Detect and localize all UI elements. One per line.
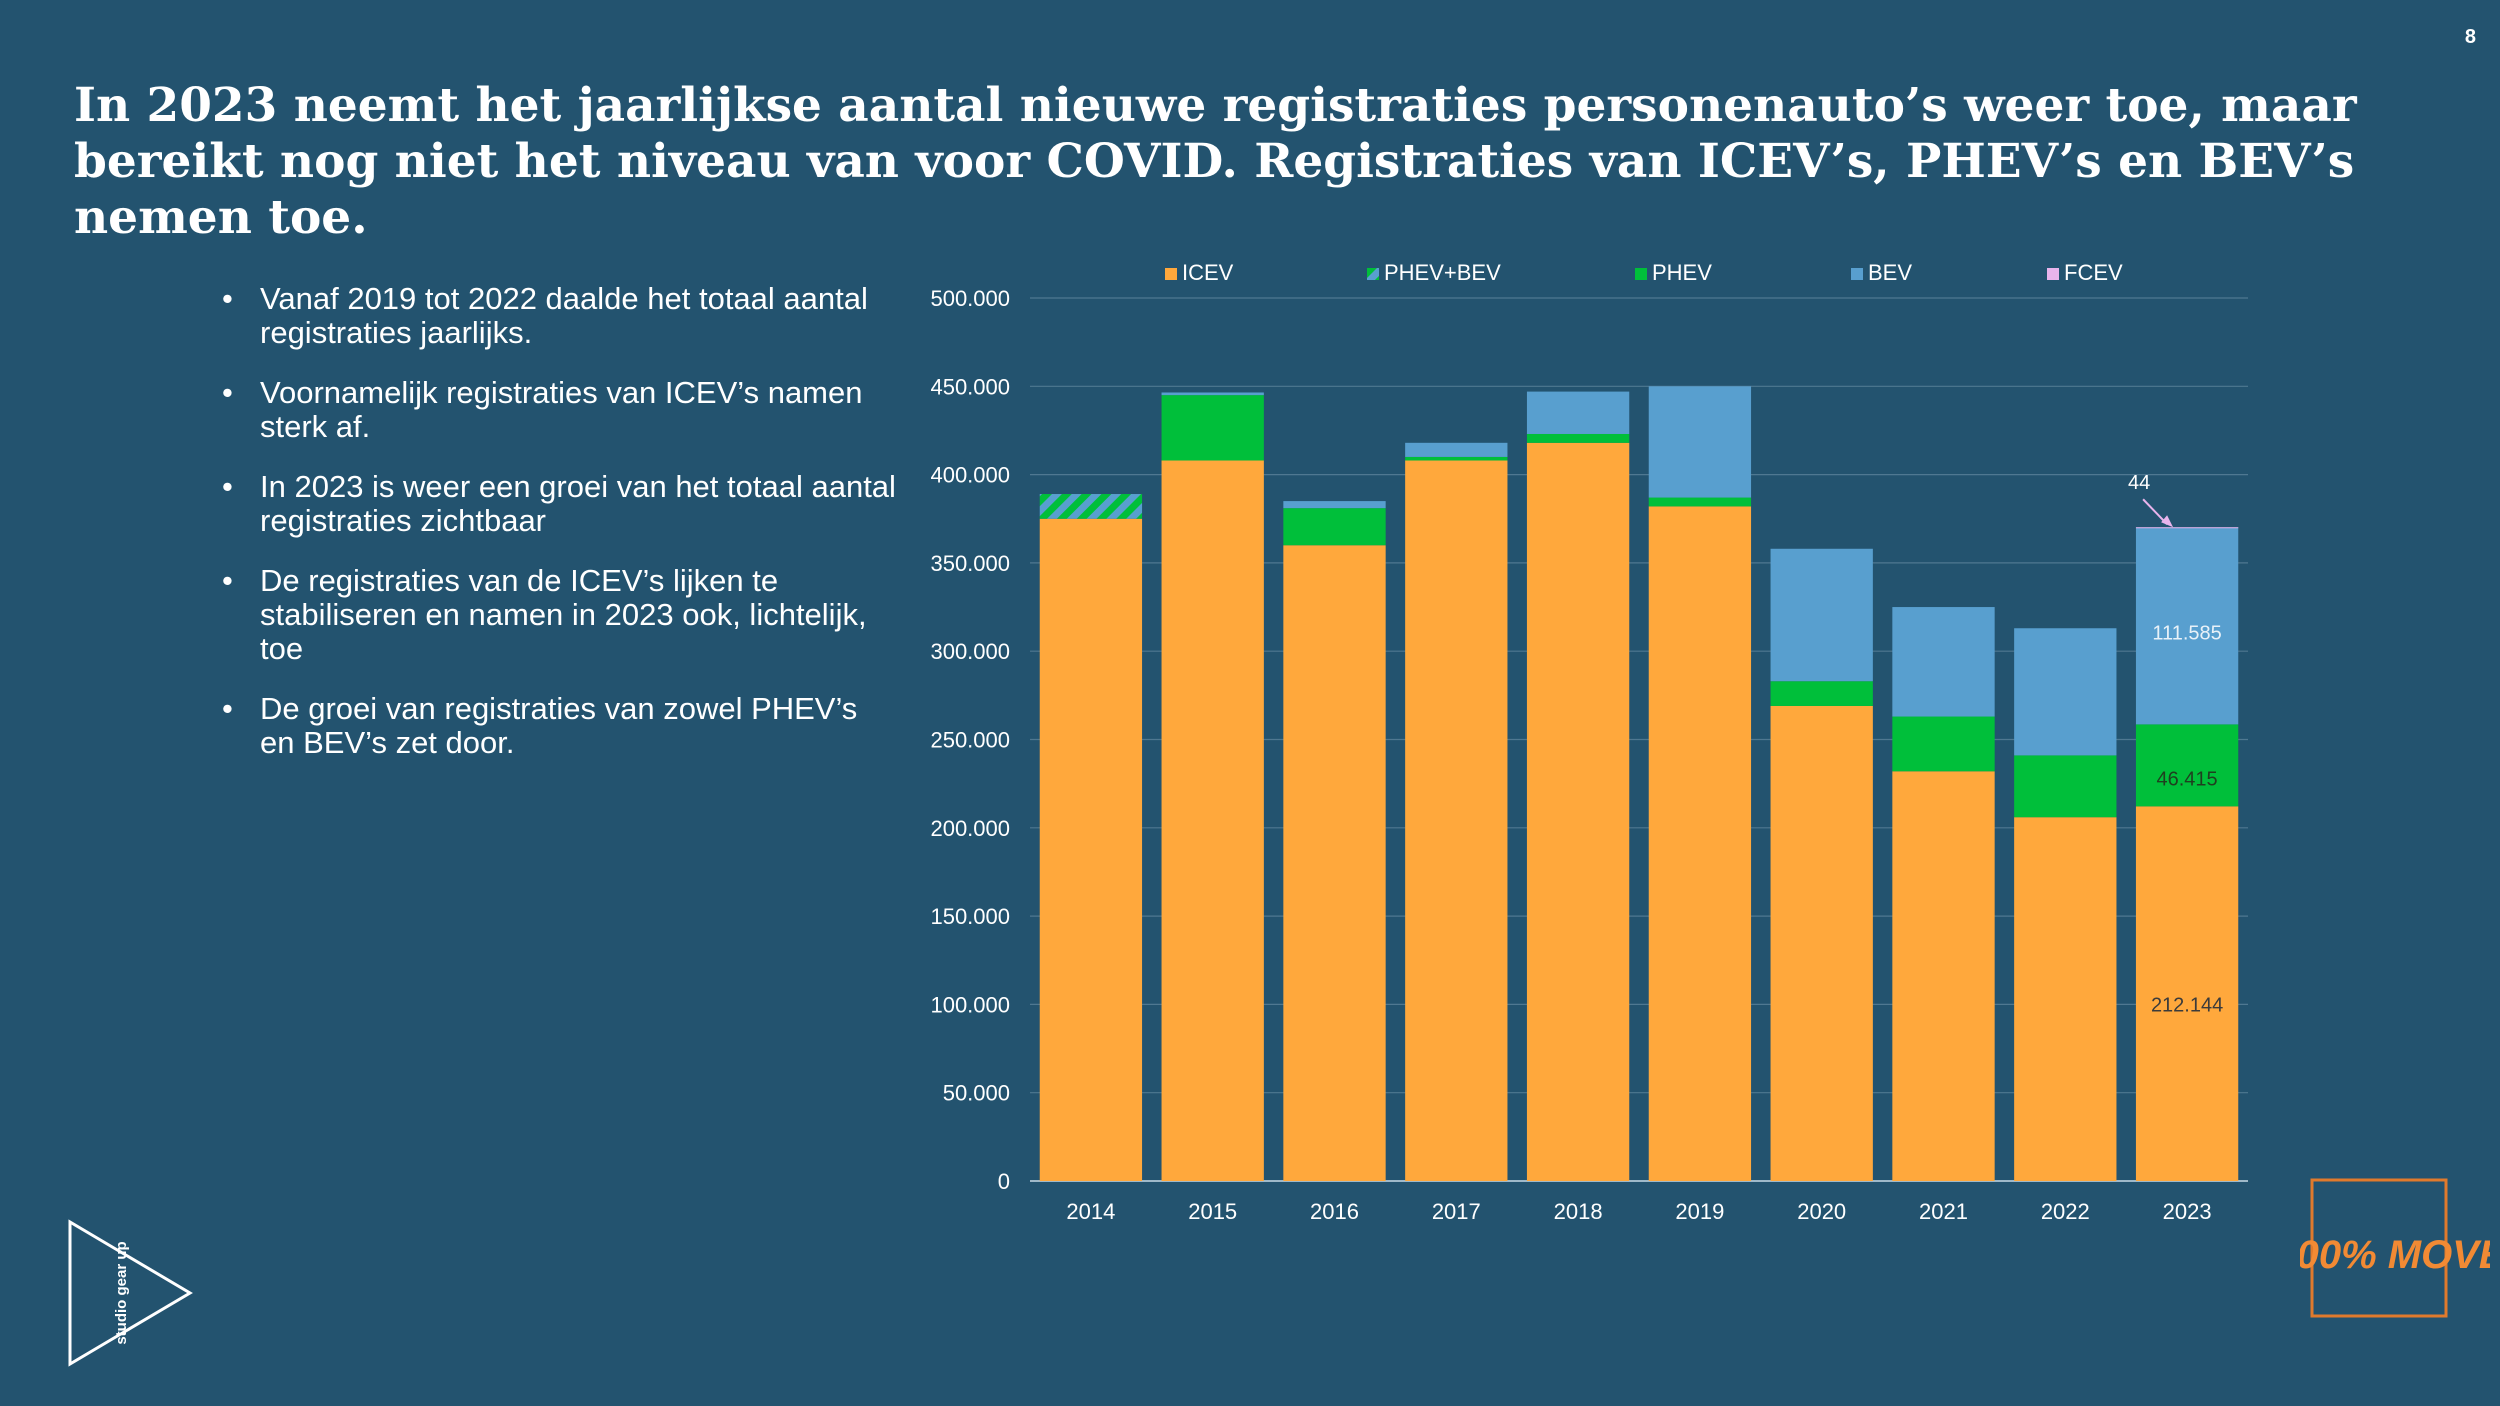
bar-phev-2016: [1283, 508, 1386, 546]
bar-icev-2016: [1283, 545, 1386, 1181]
slide-title: In 2023 neemt het jaarlijkse aantal nieu…: [74, 78, 2357, 245]
bullet-list: Vanaf 2019 tot 2022 daalde het totaal aa…: [200, 282, 900, 786]
y-tick-label: 350.000: [930, 551, 1010, 576]
y-tick-label: 300.000: [930, 639, 1010, 664]
bar-icev-2021: [1892, 771, 1995, 1181]
legend-label: BEV: [1868, 260, 1912, 285]
legend-swatch-fcev: [2047, 268, 2059, 280]
legend-label: PHEV: [1652, 260, 1712, 285]
bar-phev-2021: [1892, 716, 1995, 772]
data-label: 212.144: [2151, 994, 2223, 1016]
bar-icev-2023: [2135, 806, 2239, 1181]
x-tick-label: 2017: [1432, 1199, 1481, 1224]
bullet-item: De registraties van de ICEV’s lijken te …: [200, 564, 900, 666]
studio-gear-up-logo-text: studio gear up: [113, 1241, 130, 1344]
y-tick-label: 400.000: [930, 463, 1010, 488]
page-number: 8: [2464, 26, 2476, 48]
bar-icev-2022: [2014, 817, 2117, 1181]
100-move-logo-text: 100% MOVE: [2300, 1233, 2490, 1277]
y-tick-label: 450.000: [930, 374, 1010, 399]
x-tick-label: 2014: [1066, 1199, 1115, 1224]
y-tick-label: 0: [998, 1169, 1010, 1194]
bar-bev-2016: [1283, 501, 1386, 509]
bullet-item: Voornamelijk registraties van ICEV’s nam…: [200, 376, 900, 444]
x-tick-label: 2022: [2041, 1199, 2090, 1224]
y-tick-label: 500.000: [930, 286, 1010, 311]
bar-bev-2021: [1892, 607, 1995, 717]
bullet-item: In 2023 is weer een groei van het totaal…: [200, 470, 900, 538]
bar-phev-2018: [1526, 433, 1630, 443]
y-tick-label: 200.000: [930, 816, 1010, 841]
bullet-item: Vanaf 2019 tot 2022 daalde het totaal aa…: [200, 282, 900, 350]
legend-swatch-icev: [1165, 268, 1177, 280]
bar-icev-2017: [1405, 460, 1508, 1181]
legend-label: ICEV: [1182, 260, 1234, 285]
legend-swatch-phev-bev: [1367, 268, 1379, 280]
y-tick-label: 250.000: [930, 728, 1010, 753]
100-move-logo: 100% MOVE: [2300, 1178, 2490, 1318]
legend-swatch-phev: [1635, 268, 1647, 280]
bar-phev-2015: [1161, 395, 1264, 461]
y-tick-label: 50.000: [943, 1081, 1010, 1106]
bar-bev-2023: [2135, 527, 2239, 725]
x-tick-label: 2015: [1188, 1199, 1237, 1224]
bar-bev-2015: [1161, 392, 1264, 396]
data-label: 44: [2128, 472, 2150, 494]
bar-bev-2020: [1770, 548, 1873, 682]
legend-label: FCEV: [2064, 260, 2123, 285]
data-label: 46.415: [2157, 768, 2218, 790]
y-tick-label: 150.000: [930, 904, 1010, 929]
bar-icev-2018: [1526, 442, 1630, 1181]
x-tick-label: 2023: [2163, 1199, 2212, 1224]
bar-bev-2022: [2014, 628, 2117, 756]
bar-phev-2020: [1770, 681, 1873, 706]
bar-bev-2018: [1526, 391, 1630, 434]
bar-bev-2019: [1648, 386, 1752, 498]
x-tick-label: 2016: [1310, 1199, 1359, 1224]
x-tick-label: 2019: [1675, 1199, 1724, 1224]
bar-phev-2023: [2135, 724, 2239, 807]
stacked-bar-chart: 0 50.000 100.000 150.000 200.000 250.000 300.0…: [930, 260, 2248, 1224]
legend-label: PHEV+BEV: [1384, 260, 1501, 285]
x-tick-label: 2021: [1919, 1199, 1968, 1224]
legend-swatch-bev: [1851, 268, 1863, 280]
bar-icev-2020: [1770, 705, 1873, 1181]
bar-phev-bev-2014: [1039, 494, 1143, 519]
bar-phev-2022: [2014, 755, 2117, 818]
bar-icev-2015: [1161, 460, 1264, 1181]
x-tick-label: 2018: [1554, 1199, 1603, 1224]
data-label-arrow: [2161, 515, 2174, 528]
data-label: 111.585: [2152, 622, 2221, 644]
studio-gear-up-logo: studio gear up: [68, 1219, 193, 1367]
bar-phev-2019: [1648, 497, 1752, 507]
bar-icev-2014: [1039, 518, 1143, 1181]
bar-icev-2019: [1648, 506, 1752, 1181]
bar-bev-2017: [1405, 442, 1508, 457]
bullet-item: De groei van registraties van zowel PHEV…: [200, 692, 900, 760]
bar-phev-2017: [1405, 456, 1508, 461]
bar-fcev-2023: [2135, 527, 2239, 529]
y-tick-label: 100.000: [930, 992, 1010, 1017]
x-tick-label: 2020: [1797, 1199, 1846, 1224]
